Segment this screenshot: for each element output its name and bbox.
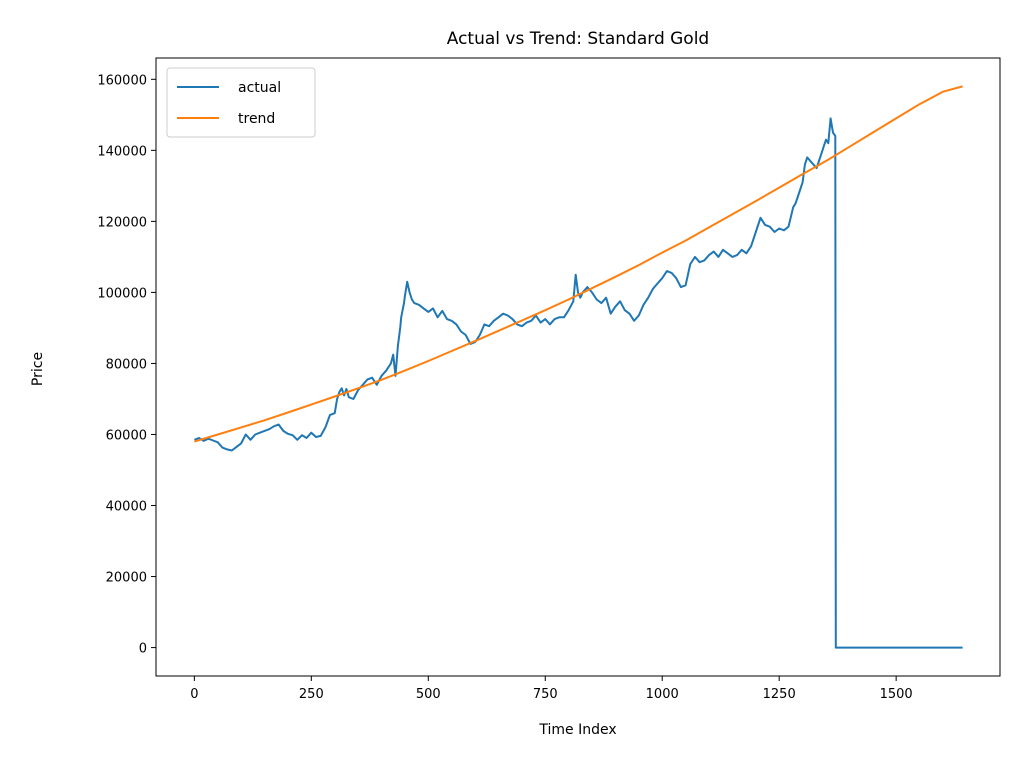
x-tick-label: 250 <box>299 687 324 702</box>
y-tick-label: 40000 <box>106 500 147 515</box>
x-tick-label: 1000 <box>646 687 679 702</box>
legend-box <box>166 67 316 138</box>
y-axis-ticks: 0 20000 40000 60000 80000 100000 120000 140000 1… <box>97 73 156 657</box>
plot-frame <box>155 57 1001 677</box>
chart-title: Actual vs Trend: Standard Gold <box>447 29 709 49</box>
x-tick-label: 1500 <box>880 687 913 702</box>
y-tick-label: 0 <box>139 642 147 657</box>
y-tick-label: 120000 <box>97 215 147 230</box>
x-tick-label: 750 <box>533 687 558 702</box>
legend-label-trend: trend <box>238 111 275 127</box>
series-line-actual <box>194 117 963 649</box>
y-tick-label: 20000 <box>106 571 147 586</box>
y-tick-label: 140000 <box>97 144 147 159</box>
y-tick-label: 60000 <box>106 428 147 443</box>
series-line-trend <box>194 85 963 443</box>
x-axis-label: Time Index <box>538 722 616 738</box>
y-tick-label: 80000 <box>106 357 147 372</box>
x-tick-label: 500 <box>416 687 441 702</box>
x-tick-label: 0 <box>190 687 198 702</box>
y-tick-label: 100000 <box>97 286 147 301</box>
y-tick-label: 160000 <box>97 73 147 88</box>
legend: actual trend <box>166 67 316 138</box>
series-layer <box>194 85 963 649</box>
legend-label-actual: actual <box>238 80 281 96</box>
x-tick-label: 1250 <box>763 687 796 702</box>
x-axis-ticks: 0 250 500 750 1000 1250 1500 <box>190 676 913 702</box>
y-axis-label: Price <box>30 352 46 386</box>
